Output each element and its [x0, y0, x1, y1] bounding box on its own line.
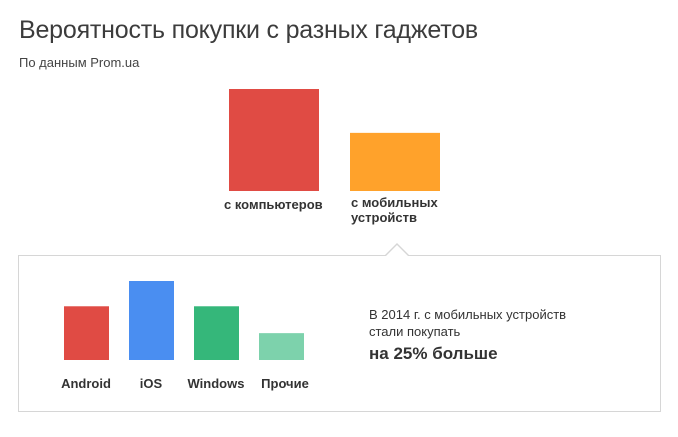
- details-panel: [18, 255, 661, 412]
- bar-ios: [129, 281, 174, 360]
- bar-прочие: [259, 333, 304, 360]
- bar-label-mobile: с мобильных устройств: [351, 195, 438, 225]
- os-label-ios: iOS: [139, 376, 163, 391]
- os-label-windows: Windows: [187, 376, 245, 391]
- os-label-other: Прочие: [261, 376, 309, 391]
- chart-title: Вероятность покупки с разных гаджетов: [19, 16, 479, 44]
- note-line-1: В 2014 г. с мобильных устройств: [369, 307, 567, 322]
- os-label-android: Android: [61, 376, 111, 391]
- chart-subtitle: По данным Prom.ua: [19, 55, 140, 70]
- bar-label-computers: с компьютеров: [224, 197, 323, 212]
- bar-windows: [194, 306, 239, 360]
- bar-android: [64, 306, 109, 360]
- panel-pointer-fill: [386, 245, 408, 256]
- bar-с-компьютеров: [229, 89, 319, 191]
- note-highlight: на 25% больше: [369, 344, 498, 363]
- bar-с-мобильных-устройств: [350, 132, 440, 191]
- note-line-2: стали покупать: [369, 324, 461, 339]
